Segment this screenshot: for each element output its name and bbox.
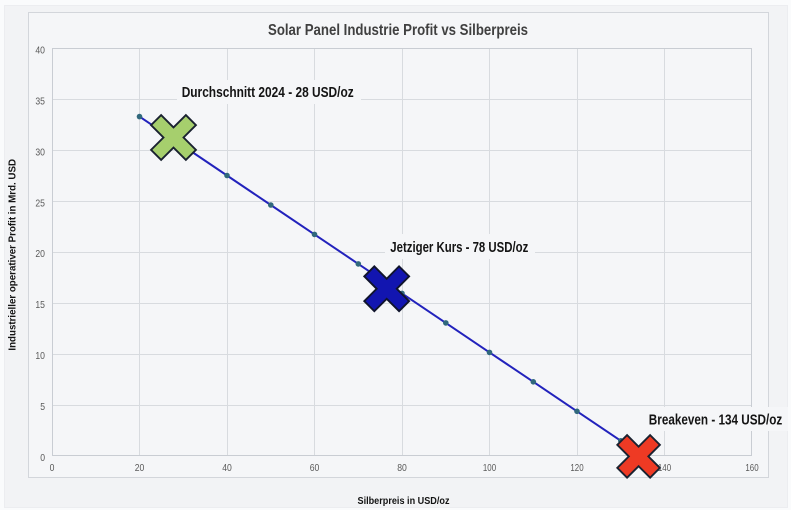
svg-text:10: 10	[35, 351, 45, 362]
svg-text:Durchschnitt 2024 - 28 USD/oz: Durchschnitt 2024 - 28 USD/oz	[182, 84, 354, 101]
svg-text:40: 40	[35, 45, 45, 56]
svg-text:100: 100	[483, 463, 496, 474]
svg-text:15: 15	[35, 300, 45, 311]
svg-text:140: 140	[658, 463, 671, 474]
svg-text:80: 80	[397, 463, 407, 474]
svg-text:30: 30	[35, 147, 45, 158]
svg-text:20: 20	[35, 249, 45, 260]
svg-text:60: 60	[310, 463, 320, 474]
svg-text:0: 0	[40, 453, 45, 464]
svg-text:Industrieller operativer Profi: Industrieller operativer Profit in Mrd. …	[8, 159, 19, 351]
svg-text:Silberpreis in USD/oz: Silberpreis in USD/oz	[358, 496, 450, 507]
svg-text:25: 25	[35, 198, 45, 209]
svg-text:Breakeven - 134 USD/oz: Breakeven - 134 USD/oz	[649, 412, 783, 429]
svg-text:0: 0	[50, 463, 55, 474]
svg-text:20: 20	[135, 463, 145, 474]
svg-text:Jetziger Kurs - 78 USD/oz: Jetziger Kurs - 78 USD/oz	[390, 239, 528, 256]
svg-text:160: 160	[745, 463, 758, 474]
svg-text:Solar Panel Industrie Profit v: Solar Panel Industrie Profit vs Silberpr…	[268, 22, 528, 39]
svg-text:40: 40	[222, 463, 232, 474]
svg-text:35: 35	[35, 96, 45, 107]
svg-text:120: 120	[570, 463, 583, 474]
svg-text:5: 5	[40, 402, 45, 413]
